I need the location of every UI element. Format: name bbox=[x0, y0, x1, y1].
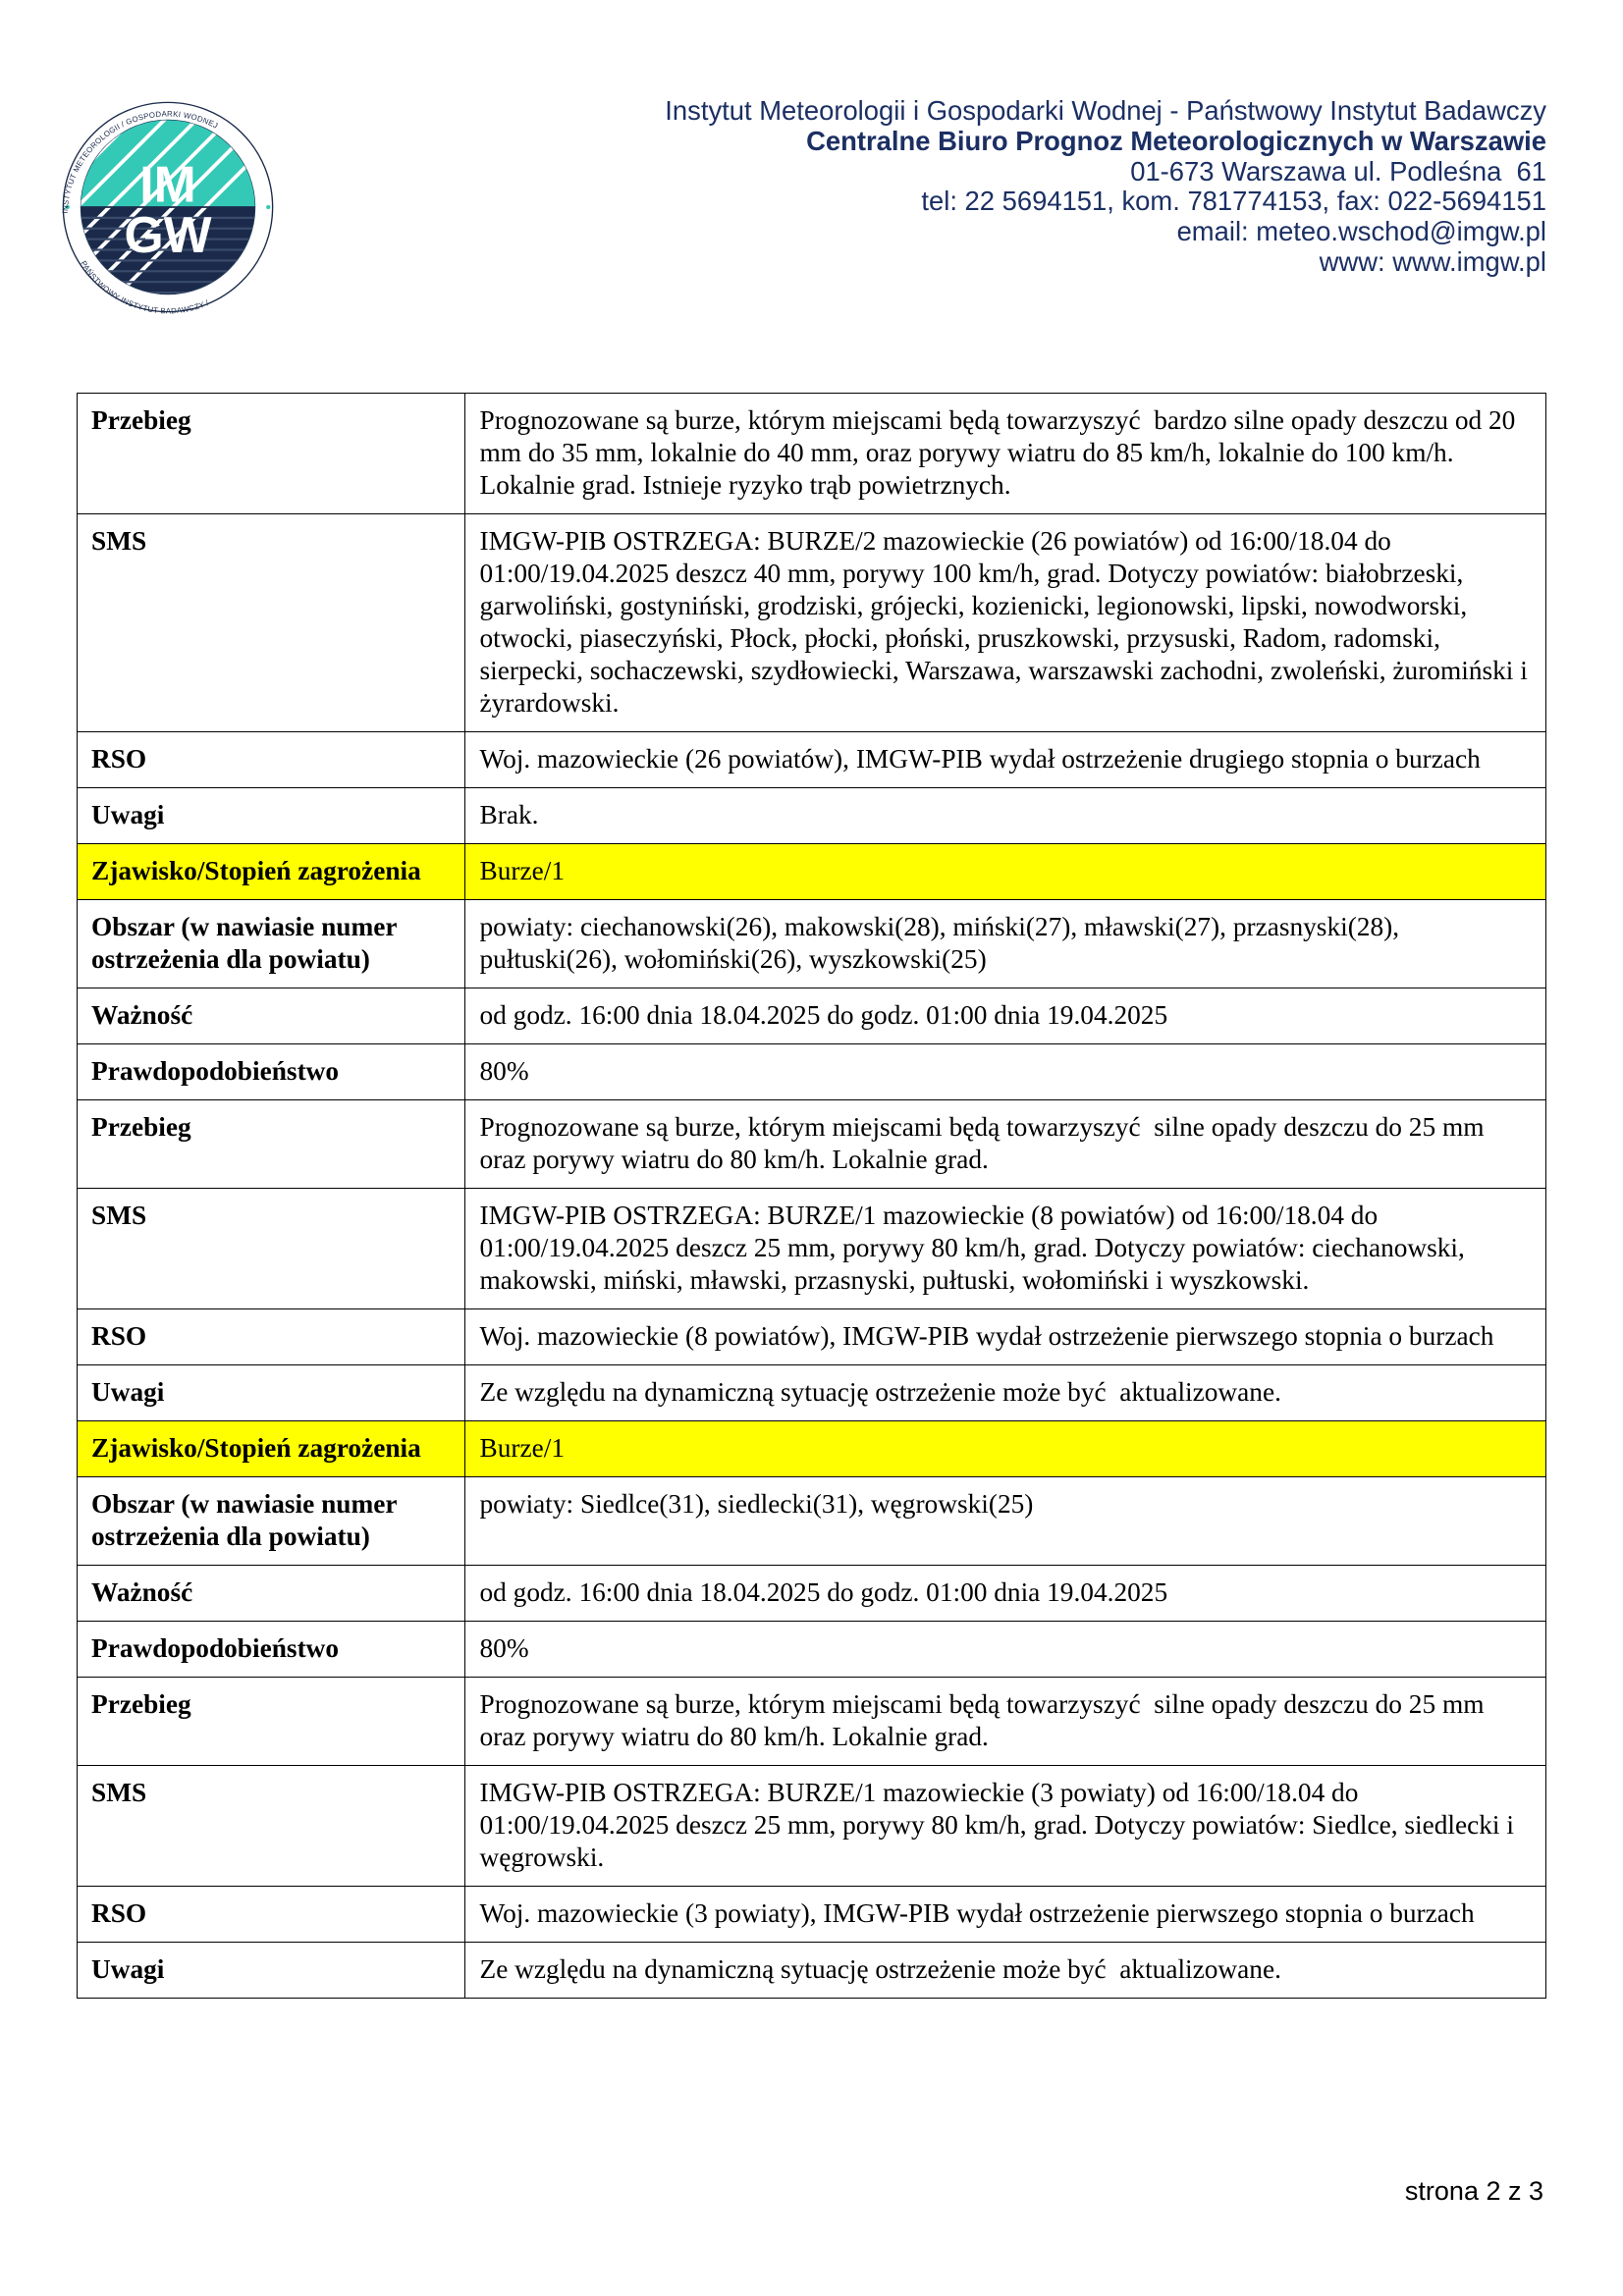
svg-text:IM: IM bbox=[139, 156, 195, 213]
svg-text:GW: GW bbox=[125, 206, 212, 263]
